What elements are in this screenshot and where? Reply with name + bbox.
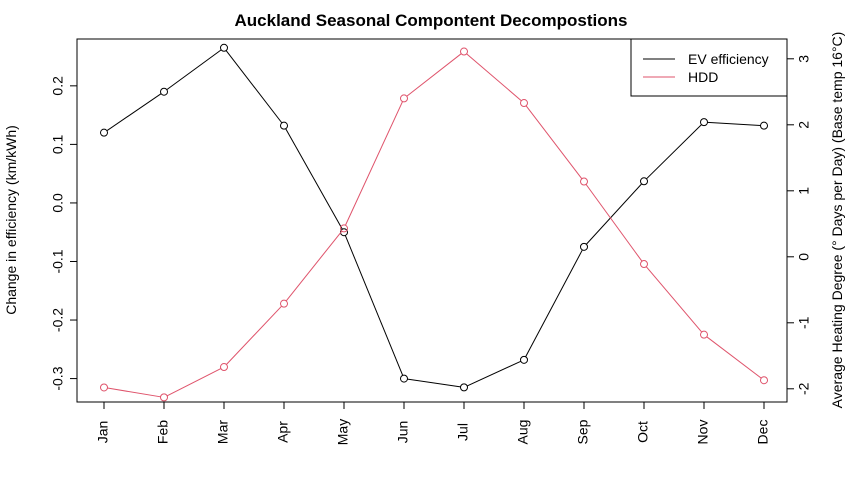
x-tick-label: Jun <box>395 421 411 444</box>
legend-box <box>630 38 788 97</box>
y2-tick-label: -2 <box>796 382 812 395</box>
hdd-point <box>700 330 708 339</box>
hdd-point <box>460 47 468 56</box>
hdd-line-segment <box>466 53 522 102</box>
y2-tick-label: 3 <box>796 55 812 63</box>
hdd-line-segment <box>645 266 703 333</box>
x-tick-label: Feb <box>155 420 171 444</box>
x-tick-label: May <box>335 419 351 445</box>
ev-efficiency-point <box>100 128 108 137</box>
y-tick-label: 0.2 <box>50 76 66 96</box>
ev-efficiency-point <box>760 121 768 130</box>
ev-efficiency-line-segment <box>106 93 162 132</box>
plot-frame <box>76 38 788 403</box>
series-ev-efficiency <box>100 43 768 392</box>
ev-efficiency-point <box>580 242 588 251</box>
ev-efficiency-point <box>160 87 168 96</box>
ev-efficiency-point <box>220 43 228 52</box>
series-hdd <box>100 47 768 402</box>
ev-efficiency-line-segment <box>525 249 583 357</box>
hdd-point <box>220 363 228 372</box>
ev-efficiency-line-segment <box>646 124 702 180</box>
x-tick-label: Nov <box>695 420 711 445</box>
hdd-point <box>340 224 348 233</box>
y-tick-label: -0.2 <box>50 308 66 332</box>
legend-label-ev-efficiency: EV efficiency <box>688 51 769 67</box>
ev-efficiency-line-segment <box>707 121 761 126</box>
ev-efficiency-line-segment <box>285 128 343 230</box>
legend: EV efficiency HDD <box>630 38 788 97</box>
series-layer <box>100 43 768 402</box>
hdd-line-segment <box>107 387 161 398</box>
ev-efficiency-point <box>280 121 288 130</box>
ev-efficiency-point <box>400 374 408 383</box>
hdd-point <box>640 260 648 269</box>
ev-efficiency-point <box>640 177 648 186</box>
ev-efficiency-point <box>700 118 708 127</box>
x-axis: Jan Feb Mar Apr May Jun Jul Aug Sep Oct Nov Dec <box>95 402 771 445</box>
hdd-point <box>160 393 168 402</box>
hdd-line-segment <box>525 105 583 180</box>
hdd-line-segment <box>406 53 462 97</box>
x-tick-label: Apr <box>275 421 291 443</box>
hdd-line-segment <box>226 305 282 365</box>
y2-tick-label: 2 <box>796 121 812 129</box>
ev-efficiency-line-segment <box>466 360 522 387</box>
ev-efficiency-line-segment <box>407 378 461 388</box>
y2-axis-label: Average Heating Degree (° Days per Day) … <box>829 32 845 409</box>
ev-efficiency-line-segment <box>344 235 404 376</box>
x-tick-label: Aug <box>515 420 531 445</box>
y-tick-label: -0.3 <box>50 366 66 390</box>
ev-efficiency-line-segment <box>585 183 643 245</box>
y2-tick-label: -1 <box>796 316 812 329</box>
y-axis-label: Change in efficiency (km/kWh) <box>3 125 19 315</box>
x-tick-label: Jul <box>455 423 471 441</box>
y-tick-label: 0.0 <box>50 193 66 213</box>
y-tick-label: -0.1 <box>50 249 66 273</box>
ev-efficiency-line-segment <box>166 49 222 91</box>
hdd-point <box>580 177 588 186</box>
hdd-point <box>760 376 768 385</box>
hdd-line-segment <box>345 101 403 226</box>
x-tick-label: Oct <box>635 421 651 443</box>
x-tick-label: Dec <box>755 420 771 445</box>
legend-label-hdd: HDD <box>688 69 718 85</box>
x-tick-label: Sep <box>575 419 591 444</box>
hdd-line-segment <box>585 184 643 262</box>
x-tick-label: Jan <box>95 421 111 444</box>
hdd-point <box>520 99 528 108</box>
y-tick-label: 0.1 <box>50 134 66 154</box>
x-tick-label: Mar <box>215 420 231 444</box>
hdd-line-segment <box>706 336 762 379</box>
hdd-point <box>400 94 408 103</box>
hdd-line-segment <box>285 230 343 302</box>
hdd-line-segment <box>166 368 222 397</box>
hdd-point <box>100 383 108 392</box>
ev-efficiency-point <box>520 355 528 364</box>
y-axis: -0.3 -0.2 -0.1 0.0 0.1 0.2 <box>50 76 77 391</box>
y2-axis: -2 -1 0 1 2 3 <box>787 55 812 395</box>
ev-efficiency-line-segment <box>225 50 283 124</box>
y2-tick-label: 1 <box>796 187 812 195</box>
hdd-point <box>280 299 288 308</box>
chart-title: Auckland Seasonal Compontent Decompostio… <box>235 11 628 30</box>
y2-tick-label: 0 <box>796 253 812 261</box>
ev-efficiency-point <box>460 383 468 392</box>
